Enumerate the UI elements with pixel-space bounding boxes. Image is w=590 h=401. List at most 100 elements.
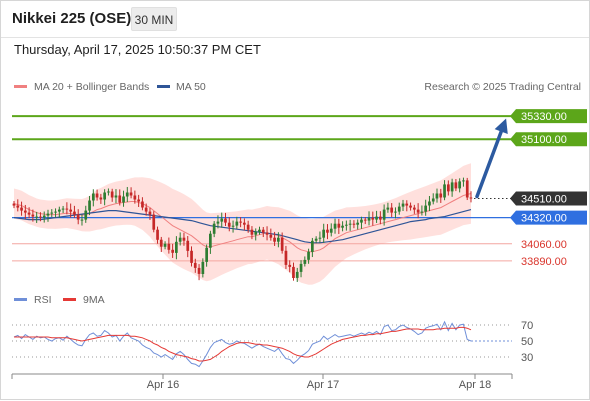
candle-body bbox=[261, 229, 265, 233]
candle-body bbox=[348, 223, 352, 225]
candle-body bbox=[318, 237, 322, 239]
candle-body bbox=[401, 203, 405, 207]
candle-body bbox=[329, 228, 333, 233]
candle-body bbox=[122, 196, 125, 203]
rsi-tick-label: 30 bbox=[521, 352, 533, 364]
candle-body bbox=[435, 193, 439, 199]
candle-body bbox=[92, 193, 95, 201]
rsi-tick-label: 70 bbox=[521, 320, 533, 332]
ma20-legend-swatch bbox=[14, 85, 27, 88]
x-tick-label: Apr 18 bbox=[459, 379, 491, 391]
rsi-ma-legend-label: 9MA bbox=[83, 294, 105, 306]
candle-body bbox=[379, 216, 382, 220]
candle-body bbox=[27, 212, 31, 215]
candle-body bbox=[220, 218, 224, 222]
candle-body bbox=[273, 237, 276, 242]
candle-body bbox=[235, 221, 239, 226]
candle-body bbox=[288, 264, 292, 267]
candle-body bbox=[326, 229, 329, 233]
candle-body bbox=[35, 216, 38, 218]
price-label-34320.00: 34320.00 bbox=[521, 213, 567, 225]
rsi-legend-label: RSI bbox=[34, 294, 52, 306]
candle-body bbox=[295, 271, 299, 278]
candle-body bbox=[107, 191, 110, 193]
candle-body bbox=[171, 249, 174, 253]
candle-body bbox=[114, 195, 118, 198]
candle-body bbox=[450, 182, 454, 192]
candle-body bbox=[280, 237, 284, 251]
candle-body bbox=[141, 201, 144, 208]
candle-body bbox=[54, 211, 57, 213]
candle-body bbox=[144, 207, 148, 212]
price-tag-34320.00 bbox=[510, 210, 587, 225]
candle-body bbox=[250, 229, 254, 235]
candle-body bbox=[12, 203, 16, 206]
candle-body bbox=[137, 199, 140, 202]
candle-body bbox=[182, 237, 186, 241]
candle-body bbox=[333, 223, 337, 229]
candle-body bbox=[148, 211, 152, 215]
candle-body bbox=[103, 192, 106, 200]
candle-body bbox=[284, 250, 288, 265]
candle-body bbox=[24, 210, 27, 213]
candle-body bbox=[186, 240, 190, 251]
candle-body bbox=[386, 207, 390, 210]
candle-body bbox=[133, 195, 137, 200]
candle-body bbox=[212, 223, 216, 234]
candle-body bbox=[231, 225, 235, 227]
candle-body bbox=[118, 195, 122, 203]
candle-body bbox=[258, 229, 261, 232]
candle-body bbox=[431, 198, 435, 202]
candle-body bbox=[201, 261, 205, 274]
candle-body bbox=[209, 233, 212, 248]
candle-body bbox=[382, 209, 386, 220]
x-tick-label: Apr 16 bbox=[147, 379, 179, 391]
candle-body bbox=[20, 207, 23, 211]
candle-body bbox=[424, 205, 427, 212]
candle-body bbox=[84, 210, 88, 220]
candle-body bbox=[375, 216, 378, 220]
candle-body bbox=[465, 180, 469, 198]
candle-body bbox=[345, 224, 348, 226]
candle-body bbox=[443, 184, 446, 198]
price-tag-34510.00 bbox=[510, 191, 587, 206]
candle-body bbox=[299, 263, 303, 272]
candle-body bbox=[269, 234, 273, 238]
ma50-legend-swatch bbox=[157, 85, 170, 88]
candle-body bbox=[110, 191, 114, 198]
rsi-legend-swatch bbox=[14, 298, 27, 301]
candle-body bbox=[390, 207, 393, 213]
x-axis-ticks: Apr 16 Apr 17 Apr 18 bbox=[147, 374, 491, 391]
candle-body bbox=[292, 266, 295, 278]
instrument-title: Nikkei 225 (OSE) bbox=[12, 10, 132, 27]
price-label-35330.00: 35330.00 bbox=[521, 111, 567, 123]
candle-body bbox=[76, 214, 80, 220]
candle-body bbox=[88, 200, 91, 211]
candle-body bbox=[322, 229, 325, 238]
x-tick-label: Apr 17 bbox=[307, 379, 339, 391]
timeframe-button[interactable]: 30 MIN bbox=[131, 7, 177, 31]
candle-body bbox=[190, 250, 193, 263]
candle-body bbox=[39, 216, 42, 218]
price-label-33890.00: 33890.00 bbox=[521, 256, 567, 268]
candle-body bbox=[205, 247, 208, 262]
price-label-35100.00: 35100.00 bbox=[521, 134, 567, 146]
candle-body bbox=[163, 243, 167, 247]
price-tag-35330.00 bbox=[510, 109, 587, 124]
rsi-panel: 70 50 30 bbox=[12, 320, 533, 368]
candle-body bbox=[95, 193, 99, 198]
ma20-legend-label: MA 20 + Bollinger Bands bbox=[34, 81, 149, 93]
price-label-34060.00: 34060.00 bbox=[521, 239, 567, 251]
candle-body bbox=[439, 193, 443, 198]
candle-body bbox=[367, 217, 371, 221]
candle-body bbox=[58, 209, 61, 212]
projection-arrow-shaft bbox=[475, 122, 506, 199]
candle-body bbox=[277, 237, 280, 242]
candle-body bbox=[216, 221, 220, 224]
price-chart: MA 20 + Bollinger Bands MA 50 Research ©… bbox=[11, 81, 587, 391]
candle-body bbox=[42, 215, 46, 218]
price-label-34510.00: 34510.00 bbox=[521, 194, 567, 206]
candle-body bbox=[363, 219, 367, 221]
datetime-label: Thursday, April 17, 2025 10:50:37 PM CET bbox=[14, 42, 261, 57]
candle-body bbox=[224, 218, 227, 223]
